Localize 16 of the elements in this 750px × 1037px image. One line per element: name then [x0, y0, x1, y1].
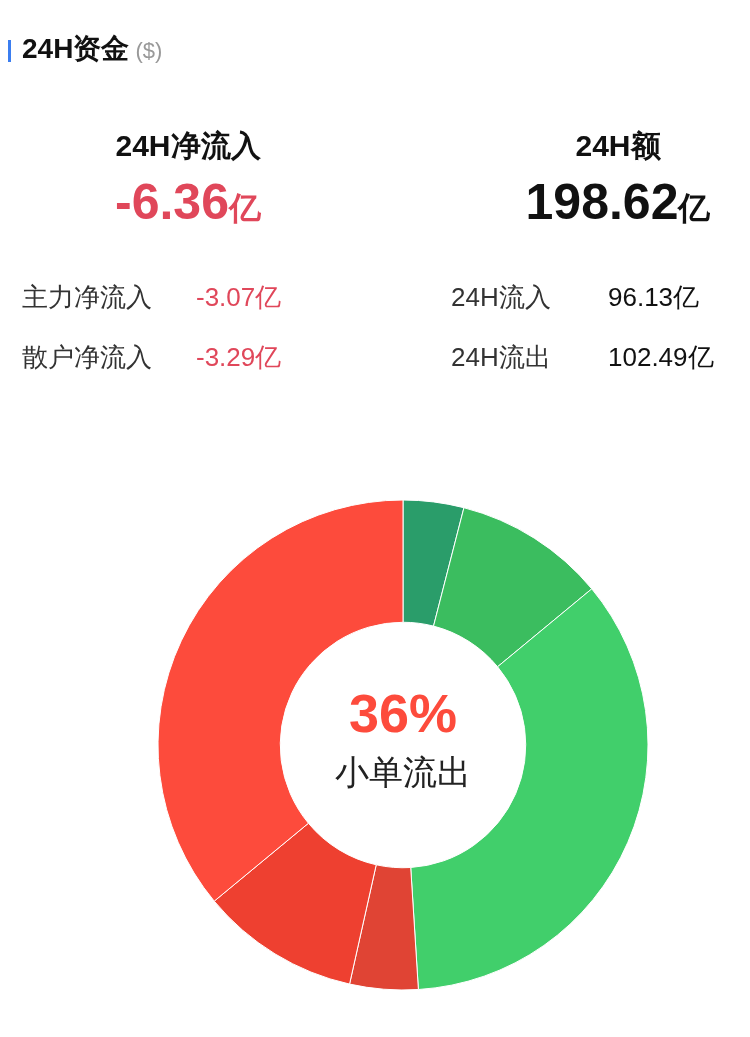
text: -3.07亿	[196, 281, 282, 314]
text: ($)	[135, 38, 163, 63]
text: 102.49亿	[608, 341, 714, 374]
text: 96.13亿	[608, 281, 700, 314]
text: 24H资金	[22, 33, 130, 64]
text: 主力净流入	[22, 281, 152, 314]
text: 24H净流入	[115, 128, 261, 164]
text: 24H额	[575, 128, 661, 164]
text: 24H流出	[451, 341, 551, 374]
text: -3.29亿	[196, 341, 282, 374]
text: 198.62亿	[525, 173, 711, 231]
text: 散户净流入	[22, 341, 152, 374]
slice-label: 小单流出	[335, 753, 471, 792]
text: 24H流入	[451, 281, 551, 314]
text: -6.36亿	[115, 173, 261, 231]
data-label: 36%	[348, 682, 458, 743]
